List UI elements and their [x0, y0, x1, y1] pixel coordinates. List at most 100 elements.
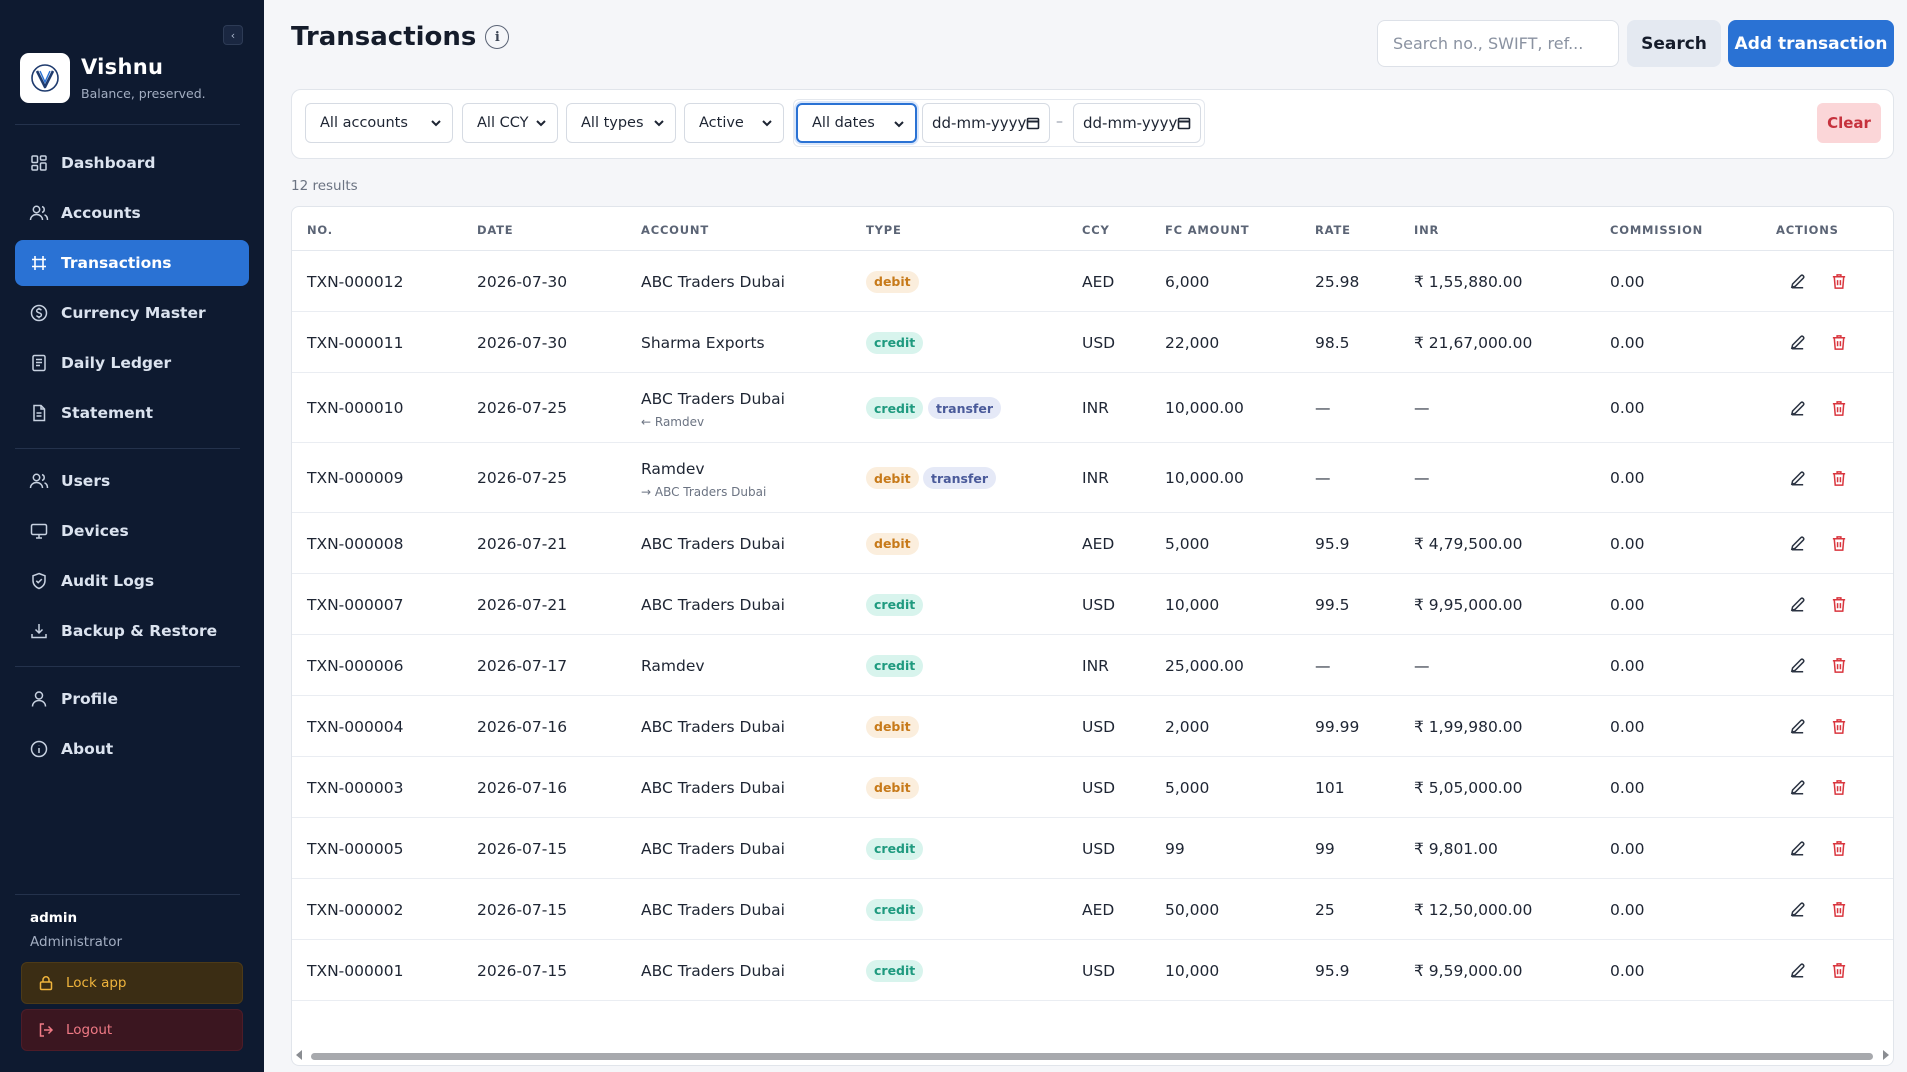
cell-commission: 0.00 — [1610, 656, 1645, 675]
monitor-icon — [29, 521, 49, 541]
cell-inr: ₹ 9,59,000.00 — [1414, 961, 1523, 980]
column-header-rate[interactable]: RATE — [1315, 223, 1351, 237]
column-header-fc-amount[interactable]: FC AMOUNT — [1165, 223, 1250, 237]
edit-icon[interactable] — [1786, 777, 1808, 799]
search-input[interactable] — [1377, 20, 1619, 67]
logout-button[interactable]: Logout — [21, 1009, 243, 1051]
cell-fc-amount: 6,000 — [1165, 272, 1210, 291]
column-header-date[interactable]: DATE — [477, 223, 514, 237]
column-header-commission[interactable]: COMMISSION — [1610, 223, 1704, 237]
table-row[interactable]: TXN-000005 2026-07-15 ABC Traders Dubai cre… — [292, 818, 1893, 879]
delete-icon[interactable] — [1828, 271, 1850, 293]
delete-icon[interactable] — [1828, 467, 1850, 489]
cell-commission: 0.00 — [1610, 778, 1645, 797]
edit-icon[interactable] — [1786, 271, 1808, 293]
sidebar-item-devices[interactable]: Devices — [15, 508, 249, 554]
status-filter-select[interactable]: Active — [684, 103, 784, 143]
table-row[interactable]: TXN-000006 2026-07-17 Ramdev credit INR 25,00… — [292, 635, 1893, 696]
type-filter-select[interactable]: All types — [566, 103, 676, 143]
add-transaction-button[interactable]: Add transaction — [1728, 20, 1894, 67]
cell-rate: 99 — [1315, 839, 1335, 858]
table-row[interactable]: TXN-000003 2026-07-16 ABC Traders Dubai deb… — [292, 757, 1893, 818]
chevron-left-icon[interactable]: ‹ — [223, 25, 243, 45]
table-row[interactable]: TXN-000002 2026-07-15 ABC Traders Dubai cre… — [292, 879, 1893, 940]
logout-icon — [38, 1022, 54, 1038]
horizontal-scrollbar[interactable] — [292, 1045, 1893, 1065]
table-row[interactable]: TXN-000009 2026-07-25 Ramdev → ABC Traders … — [292, 443, 1893, 513]
brand: Vishnu Balance, preserved. — [20, 53, 206, 103]
search-button[interactable]: Search — [1627, 20, 1721, 67]
date-from-placeholder: dd-mm-yyyy — [932, 114, 1027, 132]
edit-icon[interactable] — [1786, 655, 1808, 677]
table-row[interactable]: TXN-000012 2026-07-30 ABC Traders Dubai deb… — [292, 251, 1893, 312]
delete-icon[interactable] — [1828, 716, 1850, 738]
delete-icon[interactable] — [1828, 960, 1850, 982]
cell-no: TXN-000002 — [307, 900, 404, 919]
table-row[interactable]: TXN-000010 2026-07-25 ABC Traders Dubai ← R… — [292, 373, 1893, 443]
cell-commission: 0.00 — [1610, 961, 1645, 980]
edit-icon[interactable] — [1786, 838, 1808, 860]
scrollbar-thumb[interactable] — [311, 1053, 1873, 1060]
info-icon[interactable]: i — [485, 25, 510, 49]
edit-icon[interactable] — [1786, 899, 1808, 921]
sidebar-item-backup-restore[interactable]: Backup & Restore — [15, 608, 249, 654]
sidebar-item-statement[interactable]: Statement — [15, 390, 249, 436]
sidebar-item-users[interactable]: Users — [15, 458, 249, 504]
delete-icon[interactable] — [1828, 332, 1850, 354]
cell-fc-amount: 22,000 — [1165, 333, 1220, 352]
sidebar-item-profile[interactable]: Profile — [15, 676, 249, 722]
column-header-account[interactable]: ACCOUNT — [641, 223, 709, 237]
cell-no: TXN-000006 — [307, 656, 404, 675]
column-header-type[interactable]: TYPE — [866, 223, 902, 237]
date-filter-select[interactable]: All dates — [796, 103, 917, 143]
sidebar-item-accounts[interactable]: Accounts — [15, 190, 249, 236]
edit-icon[interactable] — [1786, 533, 1808, 555]
edit-icon[interactable] — [1786, 716, 1808, 738]
cell-date: 2026-07-15 — [477, 961, 568, 980]
clear-filters-button[interactable]: Clear — [1817, 103, 1881, 143]
cell-fc-amount: 25,000.00 — [1165, 656, 1244, 675]
sidebar-item-audit-logs[interactable]: Audit Logs — [15, 558, 249, 604]
cell-fc-amount: 2,000 — [1165, 717, 1210, 736]
delete-icon[interactable] — [1828, 594, 1850, 616]
cell-rate: 95.9 — [1315, 961, 1350, 980]
cell-fc-amount: 5,000 — [1165, 778, 1210, 797]
sidebar-item-about[interactable]: About — [15, 726, 249, 772]
column-header-actions: ACTIONS — [1776, 223, 1839, 237]
column-header-inr[interactable]: INR — [1414, 223, 1440, 237]
date-range-separator: – — [1056, 114, 1063, 130]
delete-icon[interactable] — [1828, 777, 1850, 799]
date-from-input[interactable]: dd-mm-yyyy — [922, 103, 1050, 143]
scroll-left-icon[interactable] — [296, 1050, 302, 1060]
lock-app-button[interactable]: Lock app — [21, 962, 243, 1004]
sidebar-item-transactions[interactable]: Transactions — [15, 240, 249, 286]
delete-icon[interactable] — [1828, 838, 1850, 860]
table-row[interactable]: TXN-000008 2026-07-21 ABC Traders Dubai deb… — [292, 513, 1893, 574]
lock-icon — [38, 975, 54, 991]
sidebar-item-label: Transactions — [61, 254, 172, 272]
delete-icon[interactable] — [1828, 899, 1850, 921]
delete-icon[interactable] — [1828, 533, 1850, 555]
ccy-filter-select[interactable]: All CCY — [462, 103, 558, 143]
sidebar-item-currency-master[interactable]: Currency Master — [15, 290, 249, 336]
table-row[interactable]: TXN-000004 2026-07-16 ABC Traders Dubai deb… — [292, 696, 1893, 757]
table-row[interactable]: TXN-000001 2026-07-15 ABC Traders Dubai cre… — [292, 940, 1893, 1001]
edit-icon[interactable] — [1786, 397, 1808, 419]
scroll-right-icon[interactable] — [1883, 1050, 1889, 1060]
table-row[interactable]: TXN-000007 2026-07-21 ABC Traders Dubai cre… — [292, 574, 1893, 635]
delete-icon[interactable] — [1828, 397, 1850, 419]
date-to-input[interactable]: dd-mm-yyyy — [1073, 103, 1201, 143]
sidebar-item-daily-ledger[interactable]: Daily Ledger — [15, 340, 249, 386]
column-header-ccy[interactable]: CCY — [1082, 223, 1110, 237]
cell-fc-amount: 99 — [1165, 839, 1185, 858]
edit-icon[interactable] — [1786, 960, 1808, 982]
table-row[interactable]: TXN-000011 2026-07-30 Sharma Exports credit… — [292, 312, 1893, 373]
cell-account: ABC Traders Dubai — [641, 961, 785, 980]
account-filter-select[interactable]: All accounts — [305, 103, 453, 143]
edit-icon[interactable] — [1786, 332, 1808, 354]
edit-icon[interactable] — [1786, 594, 1808, 616]
column-header-no[interactable]: NO. — [307, 223, 333, 237]
sidebar-item-dashboard[interactable]: Dashboard — [15, 140, 249, 186]
delete-icon[interactable] — [1828, 655, 1850, 677]
edit-icon[interactable] — [1786, 467, 1808, 489]
